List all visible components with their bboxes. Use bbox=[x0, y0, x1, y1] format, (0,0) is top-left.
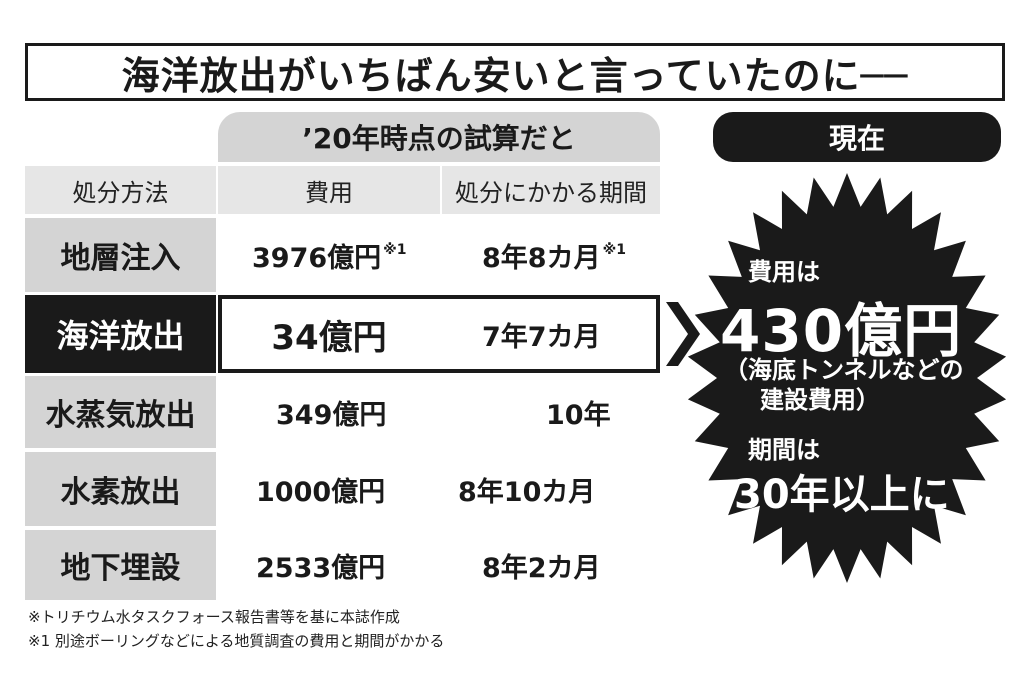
column-header-cost: 費用 bbox=[218, 166, 440, 214]
current-cost-value: 430億円 bbox=[720, 297, 963, 365]
starburst-shape bbox=[687, 173, 1007, 583]
current-cost-label: 費用は bbox=[748, 258, 820, 286]
footnote-source: ※トリチウム水タスクフォース報告書等を基に本誌作成 bbox=[28, 608, 400, 626]
chevron-right-icon bbox=[666, 302, 700, 366]
row-method-5: 地下埋設 bbox=[25, 530, 216, 600]
current-header: 現在 bbox=[713, 112, 1001, 162]
title-box: 海洋放出がいちばん安いと言っていたのに── bbox=[25, 43, 1005, 101]
cost-note: ※1 bbox=[383, 242, 407, 258]
current-cost-detail-1: （海底トンネルなどの bbox=[724, 356, 964, 384]
footnote-1: ※1 別途ボーリングなどによる地質調査の費用と期間がかかる bbox=[28, 632, 445, 650]
row-method-4: 水素放出 bbox=[25, 452, 216, 526]
row-method-3: 水蒸気放出 bbox=[25, 376, 216, 448]
highlight-border bbox=[218, 295, 660, 373]
row-period-5: 8年2カ月 bbox=[442, 530, 660, 600]
row-period-1: 8年8カ月 ※1 bbox=[442, 218, 660, 292]
row-cost-4: 1000億円 bbox=[218, 452, 440, 526]
current-period-value: 30年以上に bbox=[734, 472, 950, 518]
row-period-2: 7年7カ月 bbox=[442, 295, 660, 373]
row-period-4: 8年10カ月 bbox=[442, 452, 660, 526]
row-cost-5: 2533億円 bbox=[218, 530, 440, 600]
row-cost-2: 34億円 bbox=[218, 295, 440, 373]
column-header-method: 処分方法 bbox=[25, 166, 216, 214]
row-method-2: 海洋放出 bbox=[25, 295, 216, 373]
row-cost-3: 349億円 bbox=[218, 376, 440, 448]
current-cost-detail-2: 建設費用） bbox=[760, 386, 880, 414]
current-period-label: 期間は bbox=[748, 436, 820, 464]
page-title: 海洋放出がいちばん安いと言っていたのに── bbox=[121, 53, 909, 98]
cost-value: 3976億円 bbox=[252, 242, 382, 274]
period-value: 8年8カ月 bbox=[482, 242, 601, 274]
row-method-1: 地層注入 bbox=[25, 218, 216, 292]
row-cost-1: 3976億円 ※1 bbox=[218, 218, 440, 292]
column-header-period: 処分にかかる期間 bbox=[442, 166, 660, 214]
row-period-3: 10年 bbox=[442, 376, 660, 448]
period-note: ※1 bbox=[602, 242, 626, 258]
calc-header: ’20年時点の試算だと bbox=[218, 112, 660, 162]
